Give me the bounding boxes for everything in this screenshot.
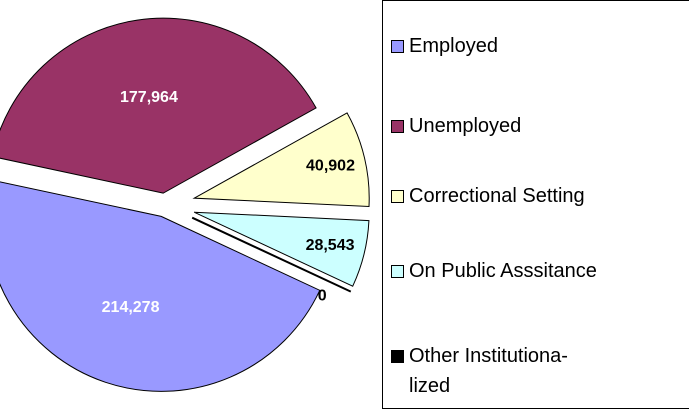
legend-item: Employed bbox=[391, 31, 498, 61]
legend-item: Other Institutiona-lized bbox=[391, 341, 609, 401]
value-label: 28,543 bbox=[306, 237, 355, 254]
pie-slice bbox=[193, 211, 370, 287]
value-label: 40,902 bbox=[306, 157, 355, 174]
legend-label: Correctional Setting bbox=[409, 185, 585, 207]
legend-swatch bbox=[391, 40, 404, 53]
legend-label: Unemployed bbox=[409, 115, 522, 137]
legend-label: Employed bbox=[409, 35, 498, 57]
value-label: 0 bbox=[318, 288, 327, 305]
pie-area: 214,278 177,964 40,902 28,543 0 bbox=[0, 17, 370, 392]
value-label: 177,964 bbox=[120, 89, 178, 106]
value-label: 214,278 bbox=[102, 299, 160, 316]
legend: Employed Unemployed Correctional Setting On… bbox=[382, 0, 689, 409]
legend-swatch bbox=[391, 120, 404, 133]
pie-slice bbox=[0, 181, 321, 392]
legend-swatch bbox=[391, 190, 404, 203]
pie-slice bbox=[0, 17, 317, 194]
pie-slice bbox=[192, 112, 370, 208]
legend-label: Other Institutiona-lized bbox=[409, 345, 568, 397]
legend-label: On Public Asssitance bbox=[409, 260, 597, 282]
legend-swatch bbox=[391, 265, 404, 278]
legend-item: Correctional Setting bbox=[391, 181, 585, 211]
legend-item: On Public Asssitance bbox=[391, 256, 597, 286]
legend-item: Unemployed bbox=[391, 111, 521, 141]
legend-swatch bbox=[391, 350, 404, 363]
